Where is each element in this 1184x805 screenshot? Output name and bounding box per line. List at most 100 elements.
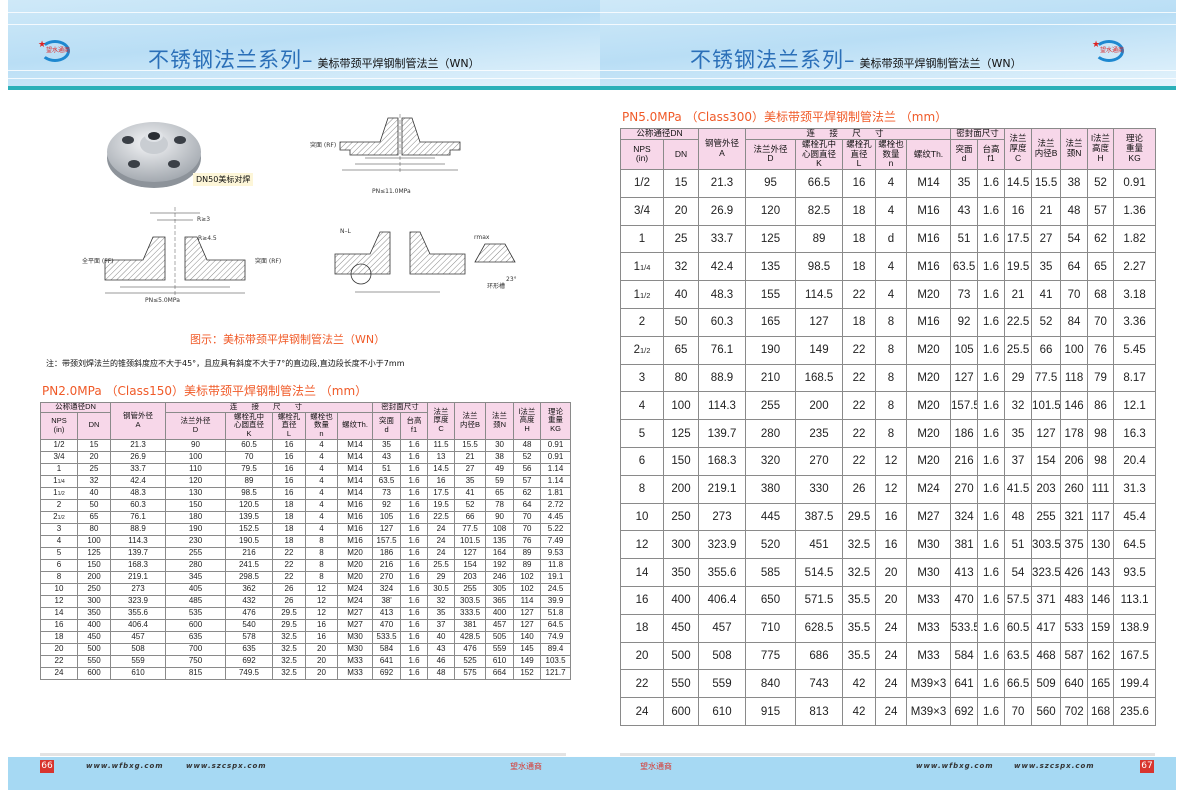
table-cell: 324 — [372, 582, 402, 596]
table-row: 4 100 114.3 255 200 22 8 M20 157.5 1.6 32 101.5 146 8… — [620, 391, 1157, 421]
table-cell: 152.5 — [225, 522, 273, 536]
table-cell: 5.45 — [1113, 335, 1157, 365]
table-cell: 476 — [225, 606, 273, 620]
table-row: 11/4 32 42.4 120 89 16 4 M14 63.5 1.6 16 35 59 57 1.14 — [40, 474, 572, 488]
table-cell: 560 — [1031, 697, 1062, 726]
table-cell: 16 — [427, 474, 456, 488]
footer-mark-right: 望水通商 — [640, 762, 672, 771]
table-cell: 25.5 — [427, 558, 456, 572]
table-cell: 371 — [1031, 586, 1062, 615]
table-cell: 22 — [842, 419, 876, 449]
subtitle-right: 美标带颈平焊钢制管法兰（WN） — [859, 57, 1022, 70]
table-cell: 18 — [272, 498, 306, 512]
table-cell: 324 — [950, 502, 979, 532]
table-cell: 11/4 — [40, 474, 78, 488]
table-cell: 24 — [427, 546, 456, 560]
table-cell: 57 — [513, 474, 542, 488]
url-right-2[interactable]: www.szcspx.com — [1014, 762, 1095, 770]
table-cell: 149 — [795, 335, 843, 365]
table-cell: 168 — [1087, 697, 1115, 726]
table-cell: 750 — [165, 654, 226, 668]
th-connection: 连 接 尺 寸 — [744, 128, 952, 140]
table-cell: 2 — [40, 498, 78, 512]
table-cell: M39×3 — [905, 669, 952, 699]
table-cell: 51 — [372, 462, 402, 476]
table-cell: 32 — [663, 252, 699, 282]
table-cell: 381 — [950, 530, 979, 560]
url-right-1[interactable]: www.wfbxg.com — [916, 762, 994, 770]
table-cell: M33 — [905, 641, 952, 671]
table-cell: 103.5 — [540, 654, 572, 668]
table-cell: 8 — [875, 419, 907, 449]
table-cell: 12 — [305, 594, 338, 608]
table-row: 14 350 355.6 535 476 29.5 12 M27 413 1.6 35 333.5 40… — [40, 606, 572, 620]
table-row: 1/2 15 21.3 90 60.5 16 4 M14 35 1.6 11.5 15.5 30 48 0.… — [40, 438, 572, 452]
table-cell: 154 — [1031, 447, 1062, 476]
table-cell: 120 — [165, 474, 226, 488]
table-cell: 405 — [165, 582, 226, 596]
url-left-2[interactable]: www.szcspx.com — [186, 762, 267, 770]
table-cell: 1.6 — [977, 363, 1006, 393]
table-cell: M16 — [905, 196, 952, 226]
th-weight: 理论 重量 KG — [1113, 127, 1157, 171]
url-left-1[interactable]: www.wfbxg.com — [86, 762, 164, 770]
table-cell: 52 — [1031, 308, 1062, 337]
table-cell: 64.5 — [540, 618, 572, 632]
table-cell: 18 — [842, 224, 876, 254]
table-row: 20 500 508 775 686 35.5 24 M33 584 1.6 63.5 468 587 1… — [620, 641, 1157, 671]
table-cell: 32.5 — [272, 642, 306, 656]
table-cell: 280 — [165, 558, 226, 572]
table-cell: 79.5 — [225, 462, 273, 476]
table-cell: 12 — [620, 530, 664, 560]
table-cell: 20 — [620, 641, 664, 671]
table-cell: 9.53 — [540, 546, 572, 560]
table-cell: 320 — [745, 447, 796, 476]
table-cell: 48 — [427, 666, 456, 680]
table-cell: 24 — [427, 522, 456, 536]
table-cell: 130 — [1087, 530, 1115, 560]
table-row: 14 350 355.6 585 514.5 32.5 20 M30 413 1.6 54 323.5… — [620, 558, 1157, 588]
table-cell: M33 — [336, 654, 374, 668]
table-cell: 641 — [372, 654, 402, 668]
table-cell: 1.6 — [977, 669, 1006, 699]
table-cell: M20 — [905, 280, 952, 310]
table-cell: 65 — [485, 486, 515, 500]
label-pn11: PN≤11.0MPa — [372, 188, 411, 195]
table-cell: 298.5 — [225, 570, 273, 584]
table-cell: 4 — [305, 438, 338, 452]
table-cell: 40 — [663, 280, 699, 310]
table-cell: 610 — [485, 654, 515, 668]
table-cell: 98.5 — [225, 486, 273, 500]
table-cell: 350 — [663, 558, 699, 588]
table-cell: 38' — [372, 594, 402, 608]
table-cell: 110 — [165, 462, 226, 476]
table-cell: 27 — [1031, 224, 1062, 254]
table-cell: 92 — [372, 498, 402, 512]
table-cell: 4 — [305, 462, 338, 476]
table-cell: 775 — [745, 641, 796, 671]
table-cell: 1.6 — [977, 613, 1006, 643]
table-cell: 270 — [950, 474, 979, 504]
table-cell: 16 — [40, 618, 78, 632]
table-cell: 19.1 — [540, 570, 572, 584]
table-cell: 127 — [454, 546, 487, 560]
table-cell: 470 — [372, 618, 402, 632]
th-dn-group: 公称通径DN — [40, 402, 111, 413]
table-row: 10 250 273 445 387.5 29.5 16 M27 324 1.6 48 255 321 1… — [620, 502, 1157, 532]
table-row: 12 300 323.9 485 432 26 12 M24 38' 1.6 32 303.5 365 1… — [40, 594, 572, 608]
table-cell: 120.5 — [225, 498, 273, 512]
table-cell: 17.5 — [1004, 224, 1033, 254]
table-cell: 38 — [1060, 169, 1089, 198]
table-cell: 520 — [745, 530, 796, 560]
table-cell: 4 — [305, 486, 338, 500]
table-cell: 80 — [663, 363, 699, 393]
table-cell: 180 — [165, 510, 226, 524]
table-cell: 584 — [950, 641, 979, 671]
table-cell: 1.6 — [977, 391, 1006, 421]
table-cell: 1.6 — [400, 522, 429, 536]
table-cell: 150 — [663, 447, 699, 476]
table-cell: 1/2 — [40, 438, 78, 452]
table-cell: M30 — [905, 530, 952, 560]
table-cell: 62 — [1087, 224, 1115, 254]
table-cell: 692 — [225, 654, 273, 668]
